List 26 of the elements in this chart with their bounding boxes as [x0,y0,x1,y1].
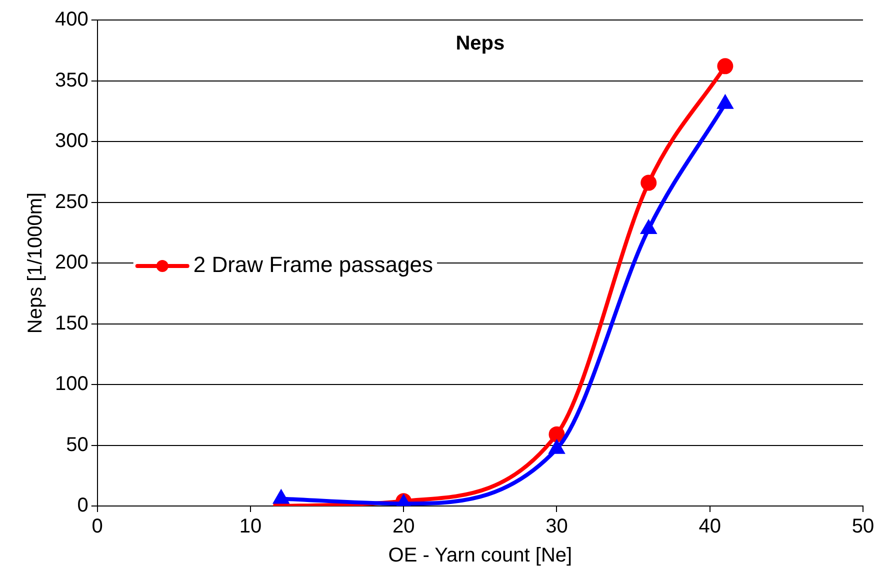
y-tick-label: 100 [54,373,88,396]
x-tick-label: 0 [92,516,103,538]
point [641,220,656,234]
y-tick-label: 50 [66,434,88,456]
point [550,440,564,454]
y-tick-label: 200 [54,252,88,274]
x-tick-label: 10 [239,516,262,538]
legend-label: 2 Draw Frame passages [193,252,434,278]
point [717,58,734,74]
y-axis-title: Neps [1/1000m] [24,192,47,334]
point [640,174,657,191]
text: Neps [456,32,505,55]
y-tick-label: 400 [54,8,88,31]
y-tick-label: 150 [54,312,88,334]
point [274,490,288,504]
point [548,426,565,442]
point [718,96,732,109]
y-tick-label: 350 [54,69,88,92]
x-tick-label: 40 [698,516,721,538]
y-tick-label: 0 [77,494,88,517]
x-tick-label: 20 [392,516,415,538]
x-tick-label: 30 [546,516,568,538]
x-axis-title: OE - Yarn count [Ne] [388,544,572,567]
x-tick-label: 50 [852,516,874,538]
y-tick-label: 300 [54,130,88,152]
y-tick-label: 250 [54,190,88,213]
